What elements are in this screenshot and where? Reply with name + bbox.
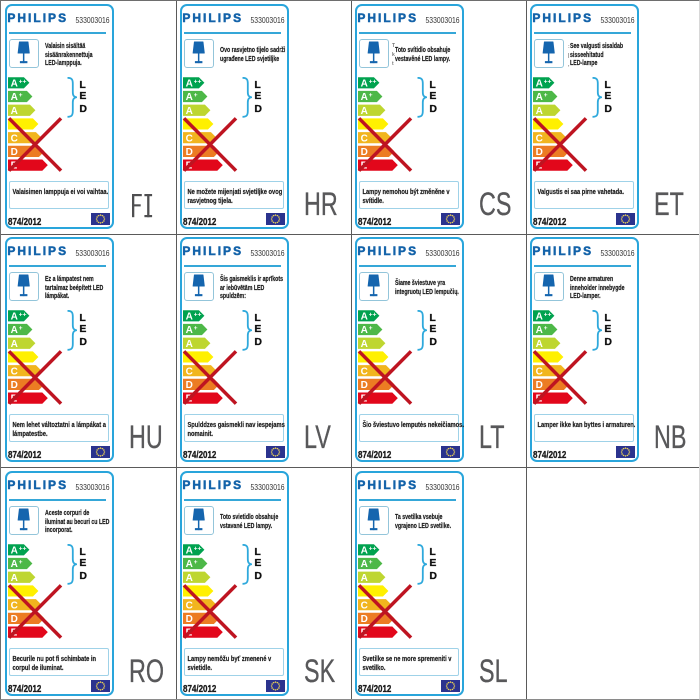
svg-text:+: + — [19, 92, 23, 99]
svg-text:++: ++ — [19, 78, 27, 85]
svg-text:D: D — [186, 614, 193, 625]
svg-text:A: A — [536, 78, 543, 89]
svg-text:A: A — [536, 325, 543, 336]
svg-text:++: ++ — [194, 545, 202, 552]
svg-text:A: A — [186, 311, 193, 322]
svg-text:+: + — [194, 92, 198, 99]
svg-text:A: A — [536, 106, 543, 117]
svg-text:A: A — [11, 325, 18, 336]
svg-text:C: C — [361, 133, 368, 144]
svg-text:C: C — [186, 366, 193, 377]
svg-text:+: + — [544, 325, 548, 332]
svg-text:A: A — [186, 573, 193, 584]
svg-text:++: ++ — [19, 545, 27, 552]
svg-text:+: + — [194, 559, 198, 566]
svg-text:D: D — [536, 147, 543, 158]
svg-text:A: A — [11, 559, 18, 570]
svg-text:+: + — [19, 325, 23, 332]
svg-text:A: A — [536, 339, 543, 350]
svg-text:C: C — [11, 366, 18, 377]
svg-text:A: A — [536, 311, 543, 322]
svg-text:A: A — [361, 325, 368, 336]
svg-text:A: A — [186, 339, 193, 350]
svg-text:D: D — [11, 614, 18, 625]
svg-text:C: C — [186, 600, 193, 611]
svg-text:A: A — [11, 106, 18, 117]
svg-text:C: C — [11, 133, 18, 144]
svg-text:A: A — [186, 545, 193, 556]
svg-text:A: A — [11, 78, 18, 89]
svg-text:++: ++ — [19, 311, 27, 318]
svg-text:D: D — [361, 614, 368, 625]
svg-text:A: A — [361, 559, 368, 570]
svg-text:++: ++ — [544, 311, 552, 318]
svg-text:++: ++ — [369, 311, 377, 318]
svg-text:A: A — [361, 545, 368, 556]
svg-text:D: D — [361, 147, 368, 158]
svg-text:A: A — [186, 559, 193, 570]
svg-text:A: A — [186, 325, 193, 336]
svg-text:A: A — [11, 545, 18, 556]
svg-text:++: ++ — [194, 78, 202, 85]
svg-text:+: + — [194, 325, 198, 332]
svg-text:C: C — [536, 366, 543, 377]
svg-text:A: A — [361, 92, 368, 103]
svg-text:A: A — [361, 339, 368, 350]
svg-text:+: + — [369, 325, 373, 332]
svg-text:A: A — [536, 92, 543, 103]
svg-text:++: ++ — [194, 311, 202, 318]
svg-text:D: D — [186, 147, 193, 158]
svg-text:+: + — [369, 559, 373, 566]
svg-text:A: A — [361, 78, 368, 89]
svg-text:D: D — [186, 380, 193, 391]
svg-text:A: A — [361, 311, 368, 322]
svg-text:++: ++ — [369, 78, 377, 85]
svg-text:D: D — [11, 147, 18, 158]
svg-text:++: ++ — [369, 545, 377, 552]
svg-text:A: A — [186, 106, 193, 117]
svg-text:+: + — [544, 92, 548, 99]
svg-text:A: A — [186, 78, 193, 89]
svg-text:++: ++ — [544, 78, 552, 85]
svg-text:+: + — [369, 92, 373, 99]
svg-text:A: A — [11, 92, 18, 103]
svg-text:C: C — [361, 366, 368, 377]
svg-text:C: C — [536, 133, 543, 144]
svg-text:A: A — [11, 339, 18, 350]
svg-text:A: A — [11, 311, 18, 322]
svg-text:+: + — [19, 559, 23, 566]
svg-text:D: D — [361, 380, 368, 391]
svg-text:D: D — [11, 380, 18, 391]
svg-text:A: A — [186, 92, 193, 103]
svg-text:A: A — [361, 573, 368, 584]
svg-text:C: C — [361, 600, 368, 611]
svg-text:A: A — [361, 106, 368, 117]
svg-text:C: C — [186, 133, 193, 144]
svg-text:A: A — [11, 573, 18, 584]
svg-text:C: C — [11, 600, 18, 611]
svg-text:D: D — [536, 380, 543, 391]
